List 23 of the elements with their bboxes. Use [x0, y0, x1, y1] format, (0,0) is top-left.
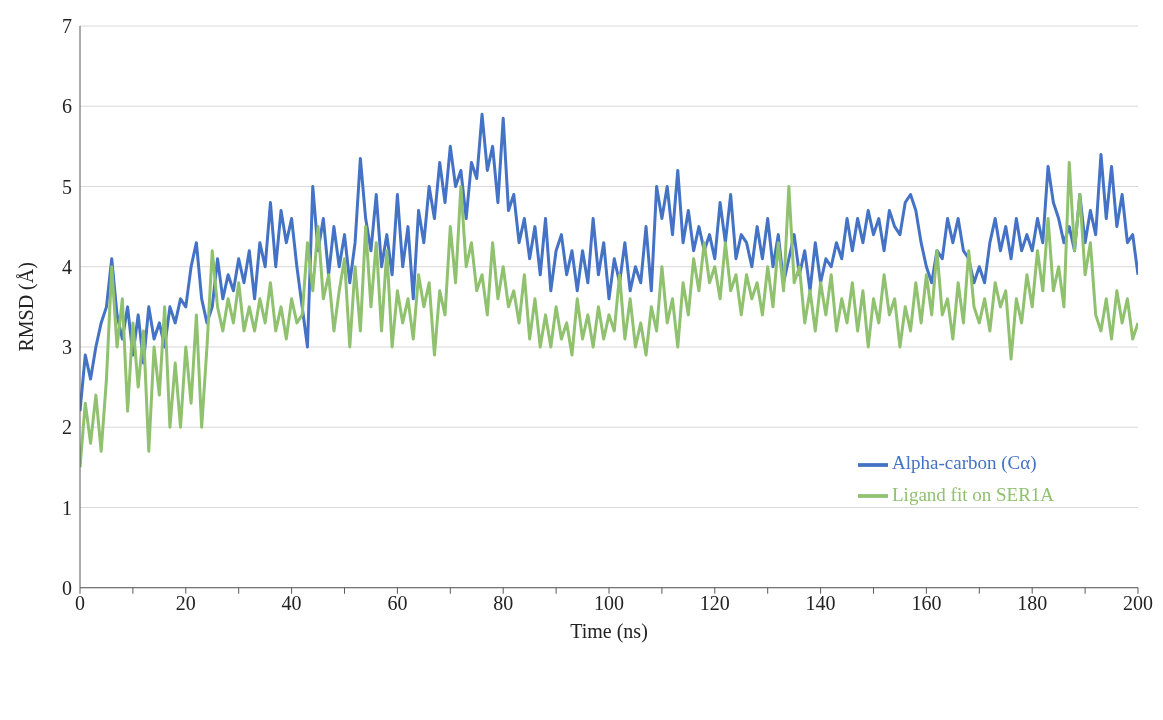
y-tick-label: 7: [62, 15, 72, 38]
legend-label: Ligand fit on SER1A: [892, 483, 1055, 505]
y-tick-label: 6: [62, 95, 72, 118]
x-tick-label: 180: [1017, 591, 1048, 614]
x-tick-label: 100: [594, 591, 624, 614]
x-tick-label: 60: [387, 591, 408, 614]
x-tick-label: 200: [1123, 591, 1153, 614]
x-axis-title: Time (ns): [570, 619, 648, 643]
x-tick-label: 20: [175, 591, 196, 614]
x-tick-label: 140: [805, 591, 836, 614]
y-tick-label: 0: [62, 576, 72, 599]
y-tick-label: 2: [62, 416, 72, 439]
legend-label: Alpha-carbon (Cα): [892, 452, 1037, 473]
x-tick-label: 80: [493, 591, 514, 614]
y-tick-label: 3: [62, 336, 72, 359]
x-tick-label: 120: [699, 591, 730, 614]
y-tick-label: 1: [62, 496, 72, 519]
y-axis-title: RMSD (Å): [15, 262, 39, 352]
y-tick-label: 4: [62, 255, 72, 278]
line-series: [80, 112, 1138, 413]
y-tick-label: 5: [62, 175, 72, 198]
x-tick-label: 160: [911, 591, 942, 614]
x-tick-label: 40: [281, 591, 302, 614]
